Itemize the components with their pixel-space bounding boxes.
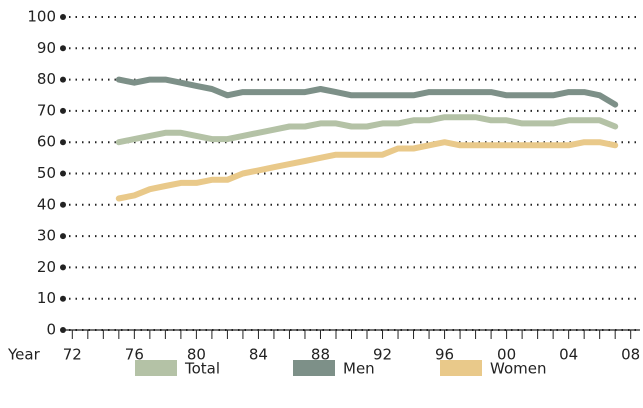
y-tick-dot [60,76,66,83]
y-tick-dot [60,139,66,146]
y-tick-label: 50 [37,164,56,182]
y-tick-dot [60,14,66,20]
x-tick-label: 08 [621,346,640,364]
y-tick-dot [60,264,66,271]
legend-label: Total [184,360,220,378]
y-tick-label: 90 [37,39,56,57]
x-tick-label: 04 [559,346,578,364]
series-line [115,76,619,108]
y-tick-dot [60,170,66,177]
series-line [115,139,619,202]
legend-swatch [135,360,177,376]
y-tick-label: 0 [46,321,56,339]
y-tick-dot [60,295,66,302]
y-tick-label: 10 [37,289,56,307]
x-tick-label: 92 [373,346,392,364]
y-tick-label: 70 [37,101,56,119]
y-tick-label: 20 [37,258,56,276]
y-tick-dot [60,45,66,52]
y-tick-dot [60,201,66,208]
y-tick-dot [60,107,66,114]
y-tick-label: 80 [37,70,56,88]
y-tick-dot [60,233,66,240]
y-tick-label: 30 [37,227,56,245]
x-tick-label: 76 [125,346,144,364]
legend-swatch [293,360,335,376]
x-axis-label: Year [7,346,41,364]
legend-label: Men [343,360,375,378]
x-tick-label: 84 [249,346,268,364]
series-line [115,114,619,146]
y-tick-label: 100 [27,8,56,26]
y-tick-label: 60 [37,133,56,151]
x-tick-label: 72 [63,346,82,364]
legend-swatch [440,360,482,376]
x-tick-label: 88 [311,346,330,364]
x-tick-label: 96 [435,346,454,364]
x-tick-label: 00 [497,346,516,364]
legend-label: Women [490,360,546,378]
y-tick-label: 40 [37,195,56,213]
x-tick-label: 80 [187,346,206,364]
